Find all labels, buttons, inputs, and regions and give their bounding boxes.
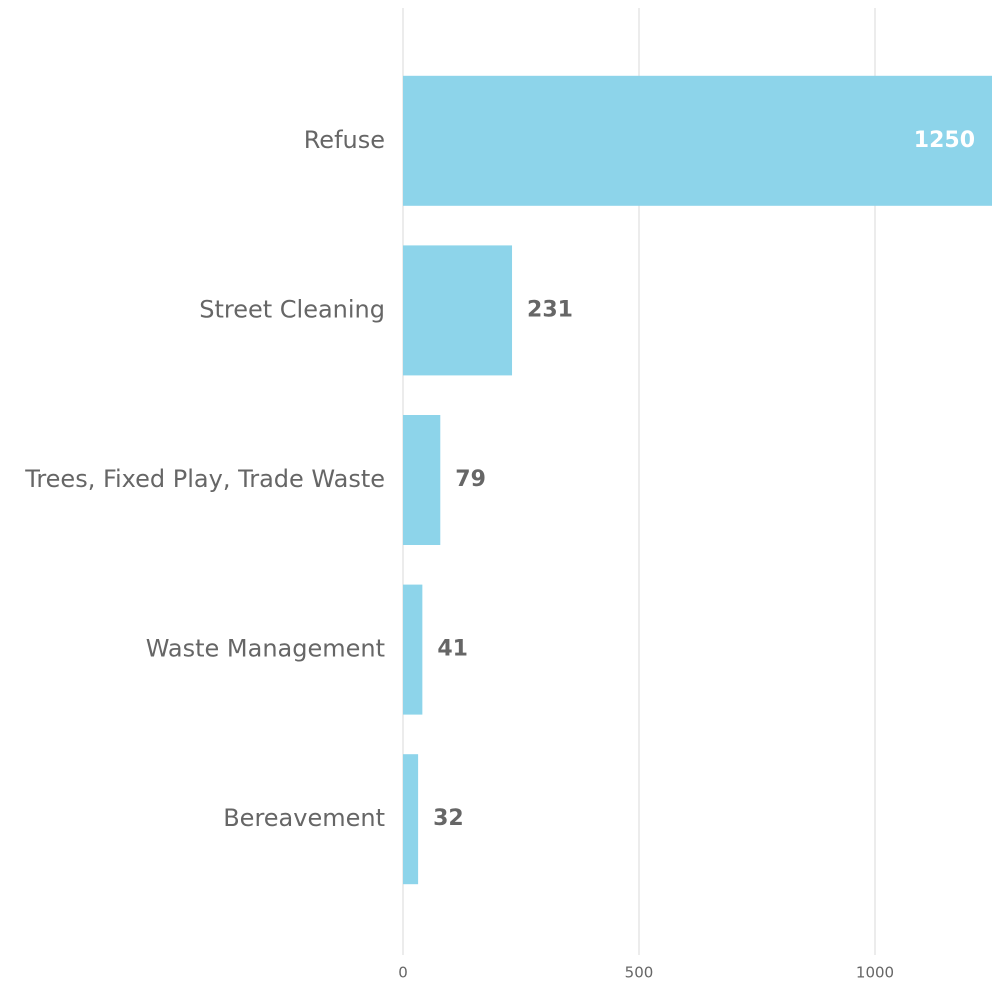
bar [403, 415, 441, 545]
x-tick-label: 0 [398, 964, 408, 982]
data-label: 41 [437, 637, 468, 662]
bar [403, 245, 513, 376]
x-tick-label: 1000 [856, 964, 894, 982]
data-label: 231 [527, 297, 573, 322]
bar [403, 584, 423, 715]
y-tick-label: Refuse [304, 126, 385, 154]
y-tick-label: Trees, Fixed Play, Trade Waste [24, 465, 385, 493]
data-label: 1250 [914, 128, 975, 153]
y-tick-label: Bereavement [223, 804, 385, 832]
data-label: 79 [455, 467, 486, 492]
bar [403, 75, 992, 206]
x-tick-label: 500 [625, 964, 654, 982]
y-tick-label: Street Cleaning [199, 295, 385, 323]
bar [403, 754, 419, 885]
data-label: 32 [433, 806, 464, 831]
y-tick-label: Waste Management [146, 635, 385, 663]
